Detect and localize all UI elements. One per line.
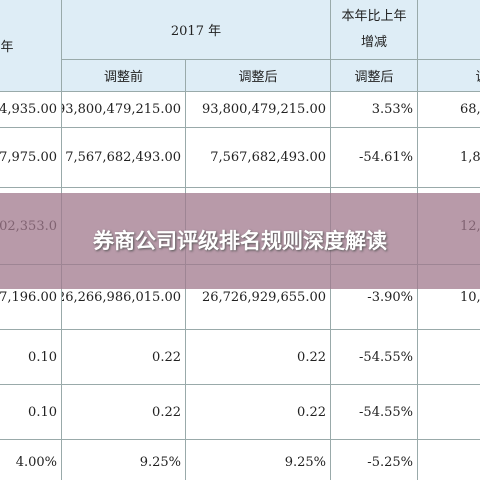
table-cell bbox=[418, 330, 480, 385]
table-cell: 93,800,479,215.00 bbox=[186, 92, 331, 128]
table-cell: 9.25% bbox=[62, 440, 186, 480]
table-cell: 10,073, bbox=[418, 265, 480, 330]
header-cell: 调整 bbox=[418, 60, 480, 92]
table-cell: 3.53% bbox=[331, 92, 418, 128]
header-cell: 上年 bbox=[0, 0, 62, 92]
table-cell: -54.55% bbox=[331, 330, 418, 385]
table-cell: 7,567,682,493.00 bbox=[186, 128, 331, 188]
header-cell: 本年比上年增减 bbox=[331, 0, 418, 60]
banner: 券商公司评级排名规则深度解读 bbox=[0, 193, 480, 289]
table-cell: 0.22 bbox=[62, 385, 186, 440]
table-cell: -3.90% bbox=[331, 265, 418, 330]
table-cell: 68,895, bbox=[418, 92, 480, 128]
table-cell: 7,567,682,493.00 bbox=[62, 128, 186, 188]
table-cell: 9.25% bbox=[186, 440, 331, 480]
table-cell: 1,882, bbox=[418, 128, 480, 188]
header-cell: 2017 年 bbox=[62, 0, 331, 60]
table-cell: 27,975.00 bbox=[0, 128, 62, 188]
header-cell bbox=[418, 0, 480, 60]
table-cell: 26,726,929,655.00 bbox=[186, 265, 331, 330]
table-cell bbox=[418, 385, 480, 440]
table-cell: -5.25% bbox=[331, 440, 418, 480]
table-cell: 0.10 bbox=[0, 330, 62, 385]
header-cell: 调整后 bbox=[186, 60, 331, 92]
table-cell: 4.00% bbox=[0, 440, 62, 480]
header-cell: 调整前 bbox=[62, 60, 186, 92]
table-cell: 0.22 bbox=[186, 385, 331, 440]
table-cell: -54.55% bbox=[331, 385, 418, 440]
table-cell: -54.61% bbox=[331, 128, 418, 188]
table-cell: 93,800,479,215.00 bbox=[62, 92, 186, 128]
table-cell: 0.22 bbox=[186, 330, 331, 385]
table-cell: 64,935.00 bbox=[0, 92, 62, 128]
table-cell: 0.22 bbox=[62, 330, 186, 385]
table-cell: 26,266,986,015.00 bbox=[62, 265, 186, 330]
header-cell: 调整后 bbox=[331, 60, 418, 92]
table-cell: 0.10 bbox=[0, 385, 62, 440]
table-cell bbox=[418, 440, 480, 480]
table-cell: 47,196.00 bbox=[0, 265, 62, 330]
banner-title: 券商公司评级排名规则深度解读 bbox=[93, 229, 387, 253]
